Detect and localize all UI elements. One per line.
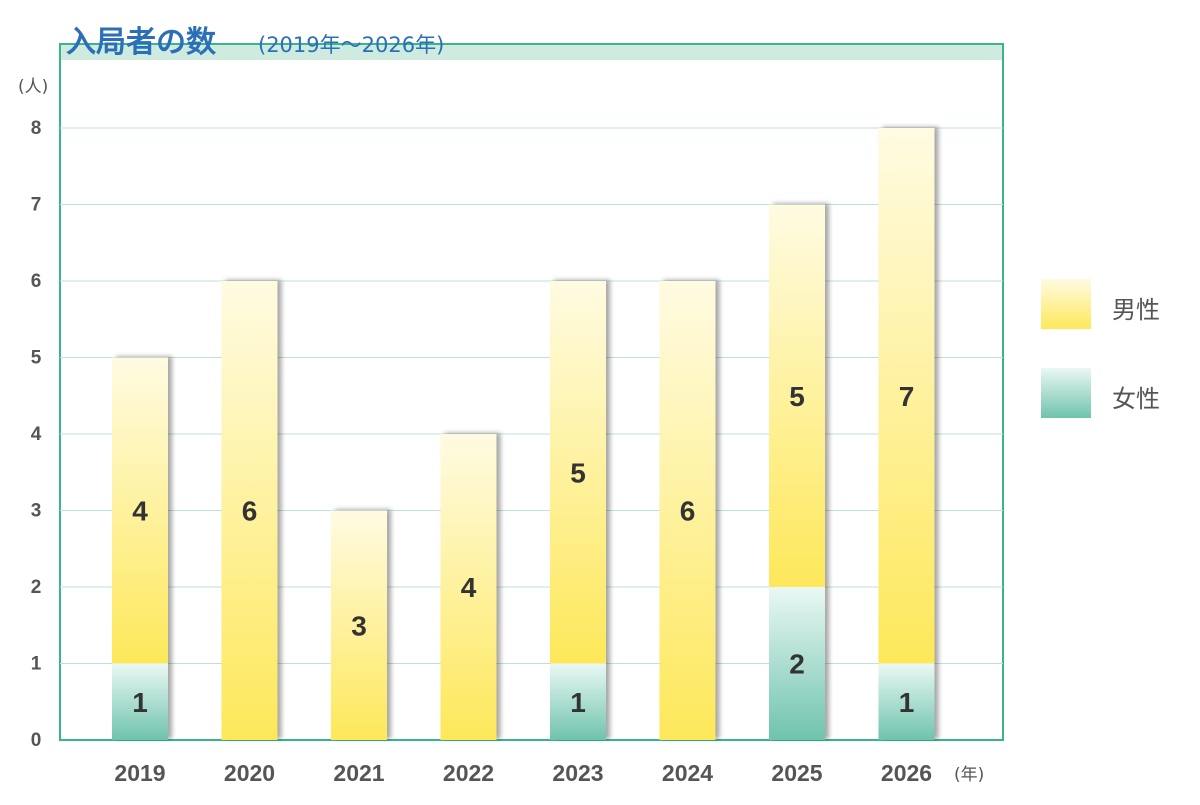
x-tick-label: 2026 [881,760,932,786]
chart-subtitle: (2019年〜2026年) [258,33,444,57]
bar-male [440,434,497,740]
bar-group [440,434,497,740]
bar-label-male: 3 [351,610,367,641]
bar-male [659,281,716,740]
grid [60,127,1003,664]
x-tick-label: 2020 [224,760,275,786]
y-tick-label: 3 [31,501,42,522]
y-axis-unit: (人) [18,77,48,97]
x-tick-label: 2022 [443,760,494,786]
y-tick-label: 1 [31,654,42,675]
bar-group [550,281,606,740]
bar-female [769,587,825,740]
bar-label-male: 4 [461,572,477,603]
legend-label-female: 女性 [1112,385,1160,413]
bar-label-male: 6 [242,496,258,527]
bar-label-female: 1 [132,687,148,718]
y-axis-ticks: 0 1 2 3 4 5 6 7 8 [31,118,42,751]
legend-label-male: 男性 [1112,296,1160,324]
bar-group [659,281,716,740]
x-tick-label: 2021 [333,760,384,786]
x-axis-ticks: 2019 2020 2021 2022 2023 2024 2025 2026 [114,760,932,786]
y-tick-label: 4 [31,424,42,445]
title-band [60,44,1003,60]
bar-group [112,357,168,740]
x-tick-label: 2024 [662,760,713,786]
y-tick-label: 7 [31,195,42,216]
y-tick-label: 6 [31,271,42,292]
bar-group [331,510,387,740]
bar-male [769,204,825,587]
legend-swatch-male [1041,279,1091,329]
legend-swatch-female [1041,368,1091,418]
legend: 男性 女性 [1041,279,1160,418]
segment-labels: 1 4 6 3 4 1 5 6 2 5 1 7 [132,381,914,718]
bar-label-male: 4 [132,496,148,527]
bar-label-female: 1 [899,687,915,718]
bar-female [112,663,168,740]
y-tick-label: 0 [31,730,42,751]
bar-label-male: 5 [570,457,586,488]
x-axis-unit: (年) [954,765,984,785]
bar-female [878,663,935,740]
x-tick-label: 2019 [114,760,165,786]
chart-title: 入局者の数 [66,25,217,60]
bar-label-female: 1 [570,687,586,718]
bar-male [221,281,278,740]
y-tick-label: 2 [31,577,42,598]
x-tick-label: 2025 [771,760,822,786]
bar-label-male: 7 [899,381,915,412]
bar-group [769,204,825,740]
bar-group [878,128,935,740]
x-tick-label: 2023 [552,760,603,786]
bar-group [221,281,278,740]
bar-male [112,357,168,664]
bar-male [550,281,606,664]
bar-label-male: 6 [680,496,696,527]
bar-male [878,128,935,664]
y-tick-label: 5 [31,348,42,369]
bars [112,128,935,740]
bar-label-female: 2 [789,649,805,680]
plot-frame [59,43,1004,741]
y-tick-label: 8 [31,118,42,139]
bar-female [550,663,606,740]
bar-male [331,510,387,740]
bar-label-male: 5 [789,381,805,412]
